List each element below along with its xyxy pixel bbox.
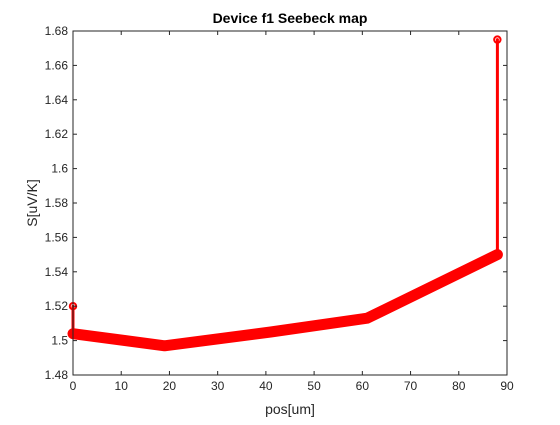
y-tick-label-6: 1.6 (51, 162, 68, 176)
x-tick-label-9: 90 (500, 379, 514, 393)
y-tick-label-4: 1.56 (45, 230, 69, 244)
x-tick-label-5: 50 (307, 379, 321, 393)
x-tick-label-7: 70 (404, 379, 418, 393)
x-axis-label: pos[um] (265, 401, 315, 417)
x-tick-label-3: 30 (211, 379, 225, 393)
plot-area (73, 31, 507, 375)
y-tick-label-3: 1.54 (45, 265, 69, 279)
x-tick-label-0: 0 (70, 379, 77, 393)
y-tick-label-0: 1.48 (45, 368, 69, 382)
x-tick-label-6: 60 (356, 379, 370, 393)
y-tick-label-10: 1.68 (45, 24, 69, 38)
x-tick-label-8: 80 (452, 379, 466, 393)
y-tick-label-7: 1.62 (45, 127, 69, 141)
series-2-marker-0 (493, 35, 502, 44)
y-tick-label-5: 1.58 (45, 196, 69, 210)
y-tick-label-9: 1.66 (45, 58, 69, 72)
x-tick-label-2: 20 (163, 379, 177, 393)
y-tick-label-2: 1.52 (45, 299, 69, 313)
y-tick-label-1: 1.5 (51, 334, 68, 348)
x-tick-label-4: 40 (259, 379, 273, 393)
series-line-0 (67, 249, 503, 352)
ticks: 0 10 20 30 40 50 60 70 80 90 1.48 1.5 1.52 1.54 1.56 1.… (45, 24, 514, 393)
y-axis-label: S[uV/K] (24, 179, 40, 226)
x-tick-label-1: 10 (115, 379, 129, 393)
y-tick-label-8: 1.64 (45, 93, 69, 107)
chart-title: Device f1 Seebeck map (213, 10, 368, 26)
series-2-marker-1 (493, 250, 502, 259)
